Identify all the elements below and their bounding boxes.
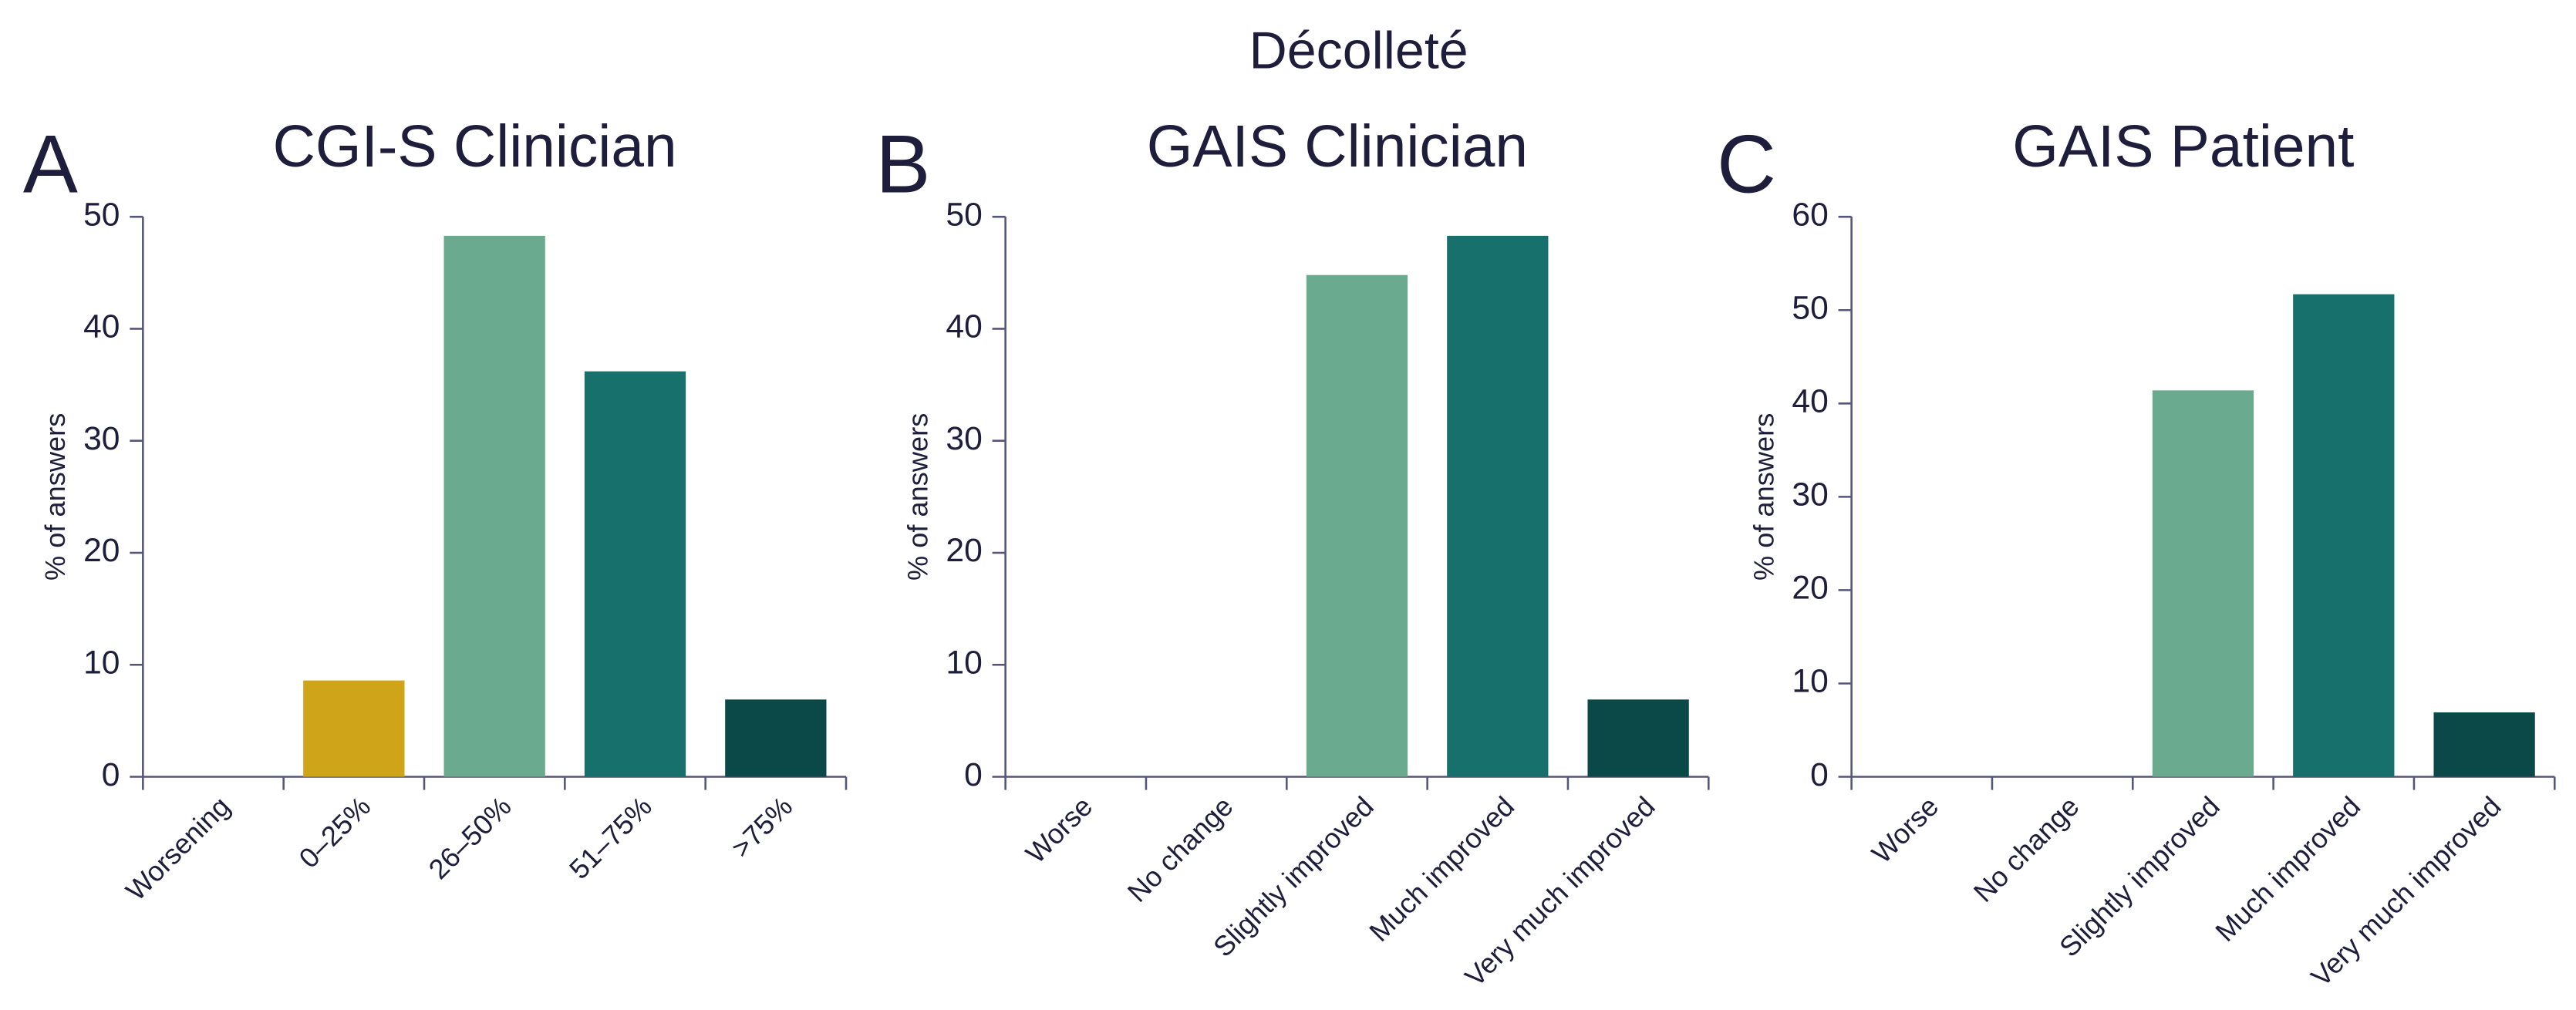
- panel-label: B: [875, 119, 930, 210]
- x-tick-label: Much improved: [1363, 790, 1520, 948]
- x-tick-label: Worse: [1020, 790, 1098, 869]
- chart-title: CGI-S Clinician: [273, 114, 677, 180]
- y-tick-label: 10: [946, 645, 982, 682]
- y-tick-label: 10: [83, 645, 120, 682]
- x-tick-label: Worsening: [120, 790, 236, 907]
- y-tick-label: 0: [102, 756, 120, 793]
- y-tick-label: 20: [1792, 570, 1828, 607]
- y-tick-label: 40: [946, 308, 982, 345]
- y-tick-label: 30: [946, 420, 982, 457]
- panel-label: A: [23, 119, 78, 210]
- y-tick-label: 0: [1810, 756, 1829, 793]
- chart-title: GAIS Patient: [2012, 114, 2354, 180]
- bar: [1306, 274, 1408, 777]
- chart-title: GAIS Clinician: [1147, 114, 1528, 180]
- x-tick-label: 51–75%: [563, 790, 658, 885]
- y-tick-label: 30: [1792, 476, 1828, 513]
- bar: [2293, 294, 2395, 777]
- figure-title: Décolleté: [1249, 21, 1468, 79]
- y-tick-label: 50: [83, 196, 120, 233]
- y-tick-label: 50: [946, 196, 982, 233]
- x-tick-label: Much improved: [2209, 790, 2366, 948]
- bar: [1447, 235, 1549, 777]
- y-tick-label: 40: [1792, 383, 1828, 420]
- y-tick-label: 60: [1792, 196, 1828, 233]
- y-axis-label: % of answers: [1748, 413, 1779, 581]
- y-tick-label: 50: [1792, 289, 1828, 326]
- panel-label: C: [1717, 119, 1776, 210]
- y-tick-label: 30: [83, 420, 120, 457]
- y-tick-label: 0: [964, 756, 983, 793]
- bar: [303, 680, 405, 777]
- bar: [2433, 712, 2535, 777]
- y-axis-label: % of answers: [39, 413, 71, 581]
- x-tick-label: >75%: [725, 790, 798, 864]
- bar: [1587, 699, 1689, 777]
- y-tick-label: 20: [83, 532, 120, 569]
- y-tick-label: 40: [83, 308, 120, 345]
- x-tick-label: No change: [1967, 790, 2085, 908]
- bar: [443, 235, 545, 777]
- x-tick-label: Worse: [1866, 790, 1944, 869]
- bar: [2152, 390, 2254, 777]
- x-tick-label: No change: [1121, 790, 1239, 908]
- y-tick-label: 20: [946, 532, 982, 569]
- y-tick-label: 10: [1792, 663, 1828, 700]
- bar: [725, 699, 827, 777]
- x-tick-label: 0–25%: [293, 790, 377, 874]
- x-tick-label: 26–50%: [423, 790, 518, 885]
- y-axis-label: % of answers: [902, 413, 933, 581]
- bar: [584, 371, 686, 777]
